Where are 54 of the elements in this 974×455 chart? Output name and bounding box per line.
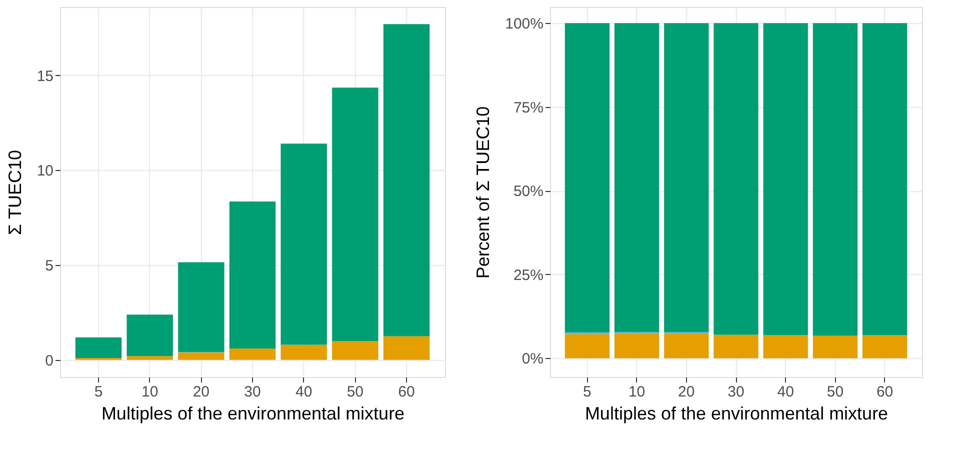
bar — [178, 262, 224, 352]
bar — [614, 333, 660, 358]
x-tick-label: 40 — [295, 384, 312, 400]
y-tick-label: 0 — [45, 352, 54, 370]
y-axis-title: Percent of Σ TUEC10 — [473, 106, 494, 279]
y-tick-label: 25% — [513, 266, 544, 284]
x-tick-label: 50 — [346, 384, 364, 400]
bar — [812, 336, 858, 358]
x-tick-label: 5 — [94, 384, 103, 400]
bar — [280, 144, 327, 345]
bar — [383, 24, 430, 336]
bar — [564, 23, 610, 332]
bar — [229, 201, 276, 349]
bar — [614, 23, 660, 332]
bar — [763, 335, 808, 358]
bar — [862, 335, 908, 358]
y-tick-label: 15 — [36, 68, 54, 85]
x-axis-title: Multiples of the environmental mixture — [101, 404, 405, 424]
bar — [664, 23, 709, 332]
x-tick-label: 30 — [244, 384, 261, 400]
y-tick-label: 50% — [513, 183, 544, 200]
x-tick-label: 5 — [583, 384, 592, 400]
y-tick-label: 0% — [522, 350, 544, 368]
bar — [126, 356, 173, 360]
bar — [332, 88, 378, 341]
bar — [664, 333, 709, 358]
y-tick-label: 75% — [513, 99, 544, 116]
x-tick-label: 60 — [398, 384, 415, 400]
bar — [714, 23, 758, 335]
bar — [280, 344, 327, 360]
bar — [75, 337, 122, 358]
bar — [763, 23, 808, 336]
bar — [178, 352, 224, 360]
y-tick-label: 100% — [505, 16, 544, 33]
bar — [229, 348, 276, 360]
x-axis-title: Multiples of the environmental mixture — [584, 404, 888, 424]
bar — [714, 334, 758, 358]
x-tick-label: 10 — [628, 384, 646, 400]
x-tick-label: 40 — [777, 384, 794, 400]
bar — [564, 334, 610, 358]
y-tick-label: 10 — [36, 162, 54, 180]
x-tick-label: 20 — [678, 384, 695, 400]
y-tick-label: 5 — [45, 258, 54, 275]
x-tick-label: 50 — [826, 384, 844, 400]
x-tick-label: 30 — [728, 384, 744, 400]
bar — [383, 336, 430, 360]
y-axis-title: Σ TUEC10 — [4, 150, 25, 236]
bar — [332, 340, 378, 360]
bar — [126, 314, 173, 356]
x-tick-label: 20 — [192, 384, 210, 400]
bar — [862, 23, 908, 336]
bar — [812, 23, 858, 336]
x-tick-label: 10 — [141, 384, 158, 400]
x-tick-label: 60 — [876, 384, 894, 400]
